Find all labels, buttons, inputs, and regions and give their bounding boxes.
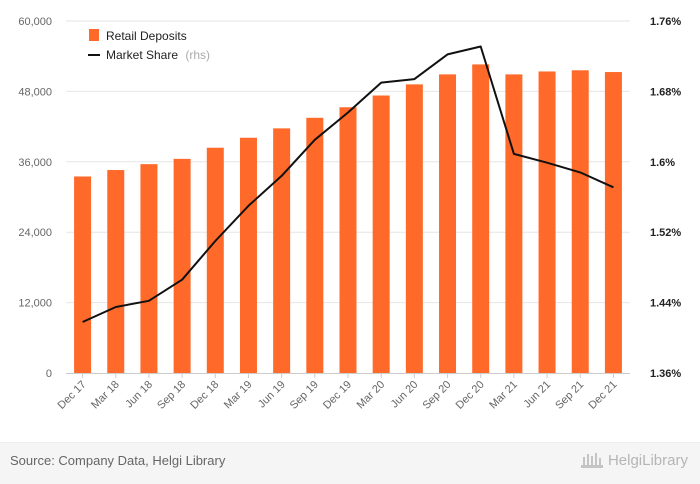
x-tick-label: Jun 20 bbox=[389, 379, 421, 411]
bar bbox=[306, 117, 324, 373]
x-tick-label: Sep 20 bbox=[421, 379, 454, 412]
line-series bbox=[82, 45, 614, 323]
bar bbox=[239, 137, 257, 373]
bar bbox=[273, 128, 291, 373]
x-tick-label: Sep 21 bbox=[553, 379, 586, 412]
x-tick-label: Jun 19 bbox=[256, 379, 288, 411]
legend-rhs-note: (rhs) bbox=[185, 48, 210, 62]
y-left-tick-label: 48,000 bbox=[18, 86, 52, 98]
x-tick-label: Dec 19 bbox=[321, 379, 354, 412]
library-icon bbox=[580, 453, 603, 468]
bar bbox=[571, 70, 589, 373]
y-axis-right: 1.36% 1.44% 1.52% 1.6% 1.68% 1.76% bbox=[650, 16, 681, 380]
bar bbox=[173, 158, 191, 373]
y-right-tick-label: 1.44% bbox=[650, 298, 681, 310]
bar bbox=[206, 147, 224, 373]
legend-label-bar: Retail Deposits bbox=[106, 29, 187, 43]
x-tick-label: Sep 19 bbox=[288, 379, 321, 412]
market-share-line bbox=[82, 45, 614, 323]
bar bbox=[439, 74, 457, 374]
legend-swatch-bar bbox=[89, 29, 99, 41]
x-tick-label: Mar 18 bbox=[89, 379, 122, 412]
bar bbox=[140, 164, 158, 373]
y-left-tick-label: 12,000 bbox=[18, 298, 52, 310]
bar bbox=[107, 170, 125, 373]
bar-series bbox=[74, 64, 622, 374]
y-left-tick-label: 0 bbox=[46, 368, 52, 380]
x-tick-label: Jun 18 bbox=[123, 379, 155, 411]
chart: 0 12,000 24,000 36,000 48,000 60,000 1.36% 1.4… bbox=[18, 16, 681, 412]
bar bbox=[74, 176, 92, 373]
bar bbox=[405, 84, 423, 374]
source-text: Source: Company Data, Helgi Library bbox=[10, 453, 226, 468]
y-right-tick-label: 1.76% bbox=[650, 16, 681, 28]
x-tick-label: Jun 21 bbox=[521, 379, 553, 411]
bar bbox=[604, 72, 622, 373]
footer: Source: Company Data, Helgi Library Helg… bbox=[0, 442, 700, 484]
bar bbox=[505, 74, 523, 374]
y-axis-left: 0 12,000 24,000 36,000 48,000 60,000 bbox=[18, 16, 52, 380]
legend: Retail Deposits Market Share (rhs) bbox=[88, 29, 210, 62]
y-right-tick-label: 1.68% bbox=[650, 86, 681, 98]
bar bbox=[538, 71, 556, 373]
y-right-tick-label: 1.52% bbox=[650, 227, 681, 239]
y-left-tick-label: 36,000 bbox=[18, 157, 52, 169]
y-left-tick-label: 24,000 bbox=[18, 227, 52, 239]
x-tick-label: Mar 19 bbox=[222, 379, 255, 412]
legend-label-line: Market Share (rhs) bbox=[106, 48, 210, 62]
x-tick-label: Dec 17 bbox=[56, 379, 89, 412]
x-tick-label: Dec 18 bbox=[188, 379, 221, 412]
x-tick-label: Mar 21 bbox=[487, 379, 520, 412]
bar bbox=[372, 95, 390, 374]
x-axis: Dec 17 Mar 18 Jun 18 Sep 18 Dec 18 Mar 19 Jun … bbox=[56, 373, 630, 412]
bar bbox=[339, 107, 357, 374]
logo-text: HelgiLibrary bbox=[607, 451, 688, 469]
helgi-library-logo: HelgiLibrary bbox=[580, 451, 688, 469]
x-tick-label: Dec 20 bbox=[454, 379, 487, 412]
bar bbox=[472, 64, 490, 373]
x-tick-label: Mar 20 bbox=[355, 379, 388, 412]
y-left-tick-label: 60,000 bbox=[18, 16, 52, 28]
x-tick-label: Sep 18 bbox=[155, 379, 188, 412]
y-right-tick-label: 1.6% bbox=[650, 157, 675, 169]
legend-label-line-text: Market Share bbox=[106, 48, 178, 62]
y-right-tick-label: 1.36% bbox=[650, 368, 681, 380]
x-tick-label: Dec 21 bbox=[586, 379, 619, 412]
